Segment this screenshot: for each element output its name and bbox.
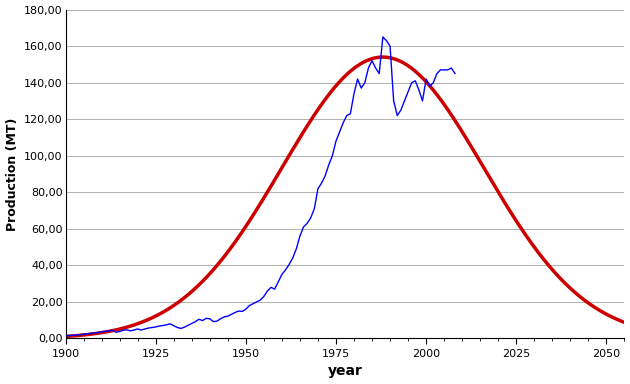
X-axis label: year: year	[328, 364, 362, 379]
Y-axis label: Production (MT): Production (MT)	[6, 118, 18, 231]
